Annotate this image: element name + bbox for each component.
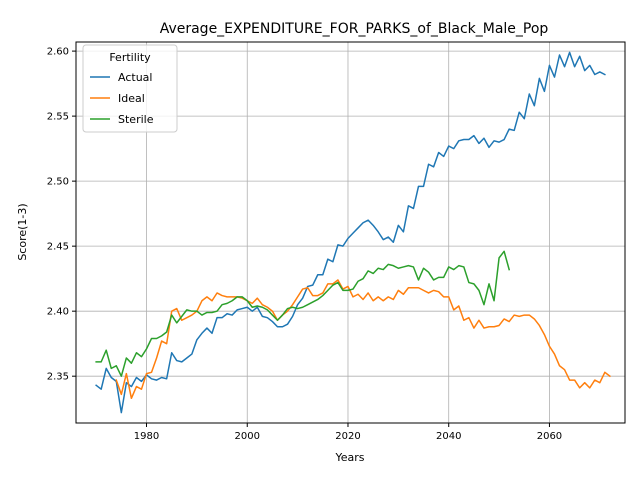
- legend-label-sterile: Sterile: [118, 113, 154, 126]
- x-tick-label: 2060: [537, 431, 562, 442]
- y-tick-label: 2.50: [47, 177, 69, 188]
- plot-frame: [75, 41, 626, 424]
- y-axis-ticks: 2.35 2.40 2.45 2.50 2.55 2.60: [47, 47, 76, 383]
- series-line-actual: [95, 51, 606, 414]
- y-tick-label: 2.35: [47, 372, 69, 383]
- y-axis-label: Score(1-3): [16, 203, 29, 260]
- x-tick-label: 2040: [436, 431, 461, 442]
- y-tick-label: 2.40: [47, 307, 69, 318]
- legend-items: Actual Ideal Sterile: [90, 71, 154, 126]
- x-tick-label: 1980: [134, 431, 159, 442]
- x-tick-label: 2000: [235, 431, 260, 442]
- x-tick-label: 2020: [335, 431, 360, 442]
- series-lines: [95, 51, 611, 414]
- y-tick-label: 2.55: [47, 112, 69, 123]
- series-line-sterile: [95, 250, 511, 377]
- x-axis-ticks: 1980 2000 2020 2040 2060: [134, 423, 562, 442]
- legend: Fertility Actual Ideal Sterile: [82, 44, 178, 133]
- x-axis-label: Years: [334, 451, 364, 464]
- legend-label-ideal: Ideal: [118, 92, 145, 105]
- y-tick-label: 2.45: [47, 242, 69, 253]
- legend-box: [82, 44, 178, 133]
- y-tick-label: 2.60: [47, 47, 69, 58]
- legend-title: Fertility: [109, 51, 151, 64]
- series-line-ideal: [115, 279, 611, 400]
- grid-lines: [76, 42, 625, 423]
- chart-title: Average_EXPENDITURE_FOR_PARKS_of_Black_M…: [160, 21, 549, 37]
- legend-label-actual: Actual: [118, 71, 152, 84]
